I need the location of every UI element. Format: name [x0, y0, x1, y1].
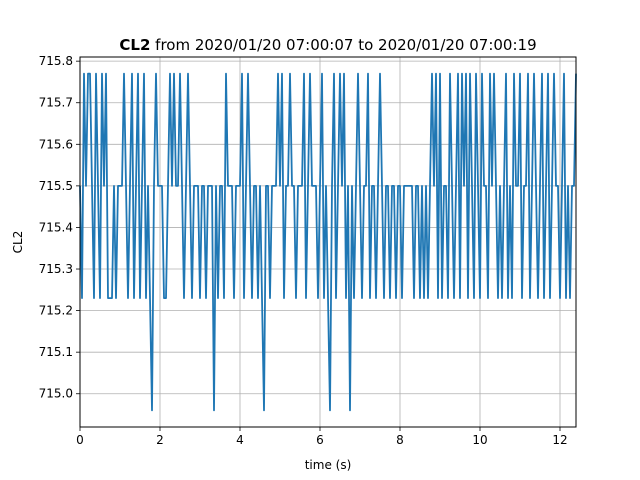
x-axis-ticks: 0 2 4 6 8 10 12 [76, 427, 568, 447]
y-axis-ticks: 715.0 715.1 715.2 715.3 715.4 715.5 715.6 715.7… [39, 54, 80, 401]
axes-frame [79, 56, 577, 428]
y-tick-label: 715.2 [39, 304, 73, 318]
chart-title-rest: from 2020/01/20 07:00:07 to 2020/01/20 0… [150, 36, 536, 54]
x-tick-label: 0 [76, 433, 84, 447]
series-line [79, 72, 577, 412]
chart-title-bold: CL2 [119, 36, 150, 54]
plot-area [79, 72, 577, 412]
x-tick-label: 12 [552, 433, 567, 447]
y-tick-label: 715.6 [39, 137, 73, 151]
y-tick-label: 715.3 [39, 262, 73, 276]
y-tick-label: 715.5 [39, 179, 73, 193]
x-tick-label: 4 [236, 433, 244, 447]
x-tick-label: 10 [472, 433, 487, 447]
x-tick-label: 8 [396, 433, 404, 447]
x-tick-label: 6 [316, 433, 324, 447]
y-tick-label: 715.1 [39, 345, 73, 359]
chart-title: CL2 from 2020/01/20 07:00:07 to 2020/01/… [119, 36, 536, 54]
y-tick-label: 715.8 [39, 54, 73, 68]
y-axis-label: CL2 [11, 231, 25, 254]
x-axis-label: time (s) [305, 458, 352, 472]
y-tick-label: 715.0 [39, 387, 73, 401]
y-tick-label: 715.4 [39, 220, 73, 234]
y-tick-label: 715.7 [39, 96, 73, 110]
x-tick-label: 2 [156, 433, 164, 447]
